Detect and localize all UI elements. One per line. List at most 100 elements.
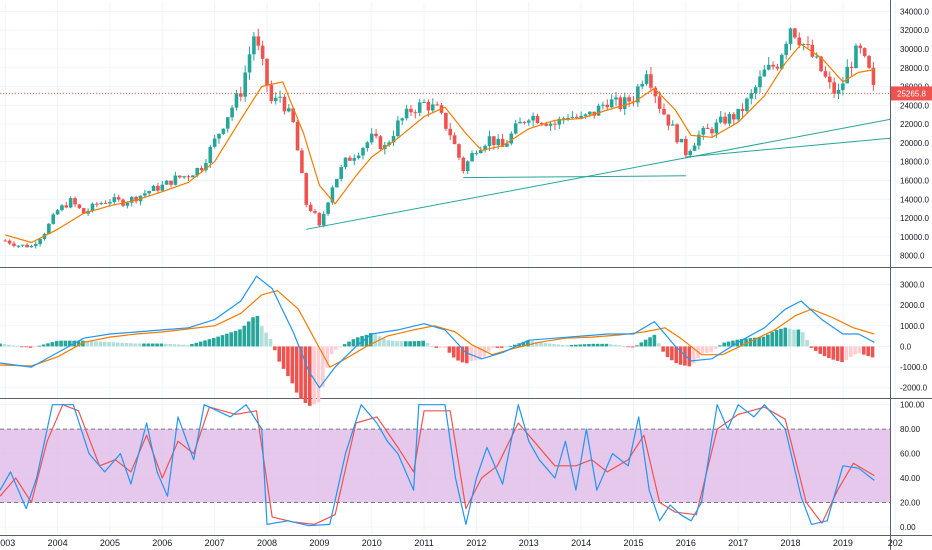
candle-up[interactable] xyxy=(273,97,278,102)
candle-up[interactable] xyxy=(321,213,326,226)
candle-down[interactable] xyxy=(25,244,29,248)
candle-down[interactable] xyxy=(810,44,815,57)
candle-down[interactable] xyxy=(81,208,86,214)
candle-up[interactable] xyxy=(108,201,112,204)
candle-up[interactable] xyxy=(252,36,256,55)
candle-down[interactable] xyxy=(657,96,662,109)
candle-up[interactable] xyxy=(526,120,531,123)
candle-up[interactable] xyxy=(230,107,234,118)
candle-down[interactable] xyxy=(871,67,876,85)
candle-up[interactable] xyxy=(400,118,405,121)
candle-down[interactable] xyxy=(775,66,780,69)
candle-down[interactable] xyxy=(374,133,378,137)
price-axis[interactable]: 34000.032000.030000.028000.026000.024000… xyxy=(891,7,932,532)
candle-up[interactable] xyxy=(596,105,601,116)
candle-up[interactable] xyxy=(195,167,199,176)
candle-down[interactable] xyxy=(574,116,579,118)
candle-up[interactable] xyxy=(636,86,640,103)
candle-up[interactable] xyxy=(278,96,282,98)
candle-down[interactable] xyxy=(705,127,710,130)
candle-up[interactable] xyxy=(164,180,169,185)
candle-down[interactable] xyxy=(540,123,544,125)
price-panel[interactable] xyxy=(0,27,891,249)
candle-down[interactable] xyxy=(819,56,823,72)
candle-up[interactable] xyxy=(90,203,95,211)
candle-up[interactable] xyxy=(583,114,588,116)
candle-up[interactable] xyxy=(221,128,226,134)
candle-down[interactable] xyxy=(522,121,527,123)
candle-down[interactable] xyxy=(409,108,413,113)
candle-up[interactable] xyxy=(478,150,483,154)
candle-down[interactable] xyxy=(435,104,439,106)
candle-up[interactable] xyxy=(387,142,391,146)
candle-down[interactable] xyxy=(239,93,243,97)
candle-up[interactable] xyxy=(125,202,130,206)
candle-up[interactable] xyxy=(697,134,701,146)
candle-up[interactable] xyxy=(509,133,514,144)
candle-up[interactable] xyxy=(68,198,73,208)
candle-down[interactable] xyxy=(134,197,138,202)
candle-up[interactable] xyxy=(112,197,117,202)
candle-up[interactable] xyxy=(343,157,348,168)
candle-up[interactable] xyxy=(204,163,208,171)
trendline[interactable] xyxy=(306,118,891,230)
candle-up[interactable] xyxy=(487,136,492,147)
candle-up[interactable] xyxy=(670,124,675,126)
candle-down[interactable] xyxy=(618,97,623,109)
candle-up[interactable] xyxy=(47,223,51,234)
candle-up[interactable] xyxy=(836,89,841,94)
candle-up[interactable] xyxy=(422,101,426,103)
candle-up[interactable] xyxy=(727,114,732,124)
candle-up[interactable] xyxy=(129,197,134,203)
candle-down[interactable] xyxy=(553,123,557,125)
candle-down[interactable] xyxy=(116,197,121,200)
candle-down[interactable] xyxy=(806,44,810,46)
candle-up[interactable] xyxy=(736,108,740,120)
candle-down[interactable] xyxy=(308,204,313,212)
candle-up[interactable] xyxy=(38,238,42,244)
candle-down[interactable] xyxy=(823,71,828,77)
candle-up[interactable] xyxy=(20,244,25,246)
candle-up[interactable] xyxy=(474,153,479,155)
candle-down[interactable] xyxy=(64,205,69,208)
candle-up[interactable] xyxy=(404,108,409,119)
candle-up[interactable] xyxy=(173,175,178,185)
candle-down[interactable] xyxy=(849,66,854,69)
candle-down[interactable] xyxy=(500,138,505,147)
candle-up[interactable] xyxy=(557,118,562,125)
candle-up[interactable] xyxy=(365,142,370,149)
candle-up[interactable] xyxy=(692,145,697,151)
candle-down[interactable] xyxy=(827,76,832,83)
candle-up[interactable] xyxy=(396,120,400,136)
candle-up[interactable] xyxy=(356,155,361,159)
candle-down[interactable] xyxy=(156,185,160,191)
candle-down[interactable] xyxy=(313,211,317,213)
candle-up[interactable] xyxy=(335,178,339,188)
candle-up[interactable] xyxy=(745,98,749,111)
candle-up[interactable] xyxy=(234,93,239,108)
candle-up[interactable] xyxy=(496,138,501,146)
stochastic-panel[interactable] xyxy=(0,404,890,527)
candle-down[interactable] xyxy=(535,115,540,124)
candle-down[interactable] xyxy=(448,128,453,136)
candle-up[interactable] xyxy=(784,43,788,55)
candle-up[interactable] xyxy=(243,72,247,97)
candle-up[interactable] xyxy=(614,97,618,100)
candle-up[interactable] xyxy=(247,54,252,73)
candle-down[interactable] xyxy=(771,64,775,67)
candle-down[interactable] xyxy=(260,45,265,59)
candle-down[interactable] xyxy=(317,212,322,226)
candle-down[interactable] xyxy=(7,240,12,244)
candle-down[interactable] xyxy=(732,114,736,120)
candle-up[interactable] xyxy=(417,102,422,113)
candle-up[interactable] xyxy=(51,214,56,224)
candle-up[interactable] xyxy=(465,161,470,172)
candle-down[interactable] xyxy=(12,243,16,246)
candle-up[interactable] xyxy=(151,185,156,192)
candle-up[interactable] xyxy=(191,175,195,178)
candle-down[interactable] xyxy=(265,58,269,86)
candle-up[interactable] xyxy=(147,191,152,194)
candle-down[interactable] xyxy=(304,173,309,205)
candle-down[interactable] xyxy=(662,108,666,115)
